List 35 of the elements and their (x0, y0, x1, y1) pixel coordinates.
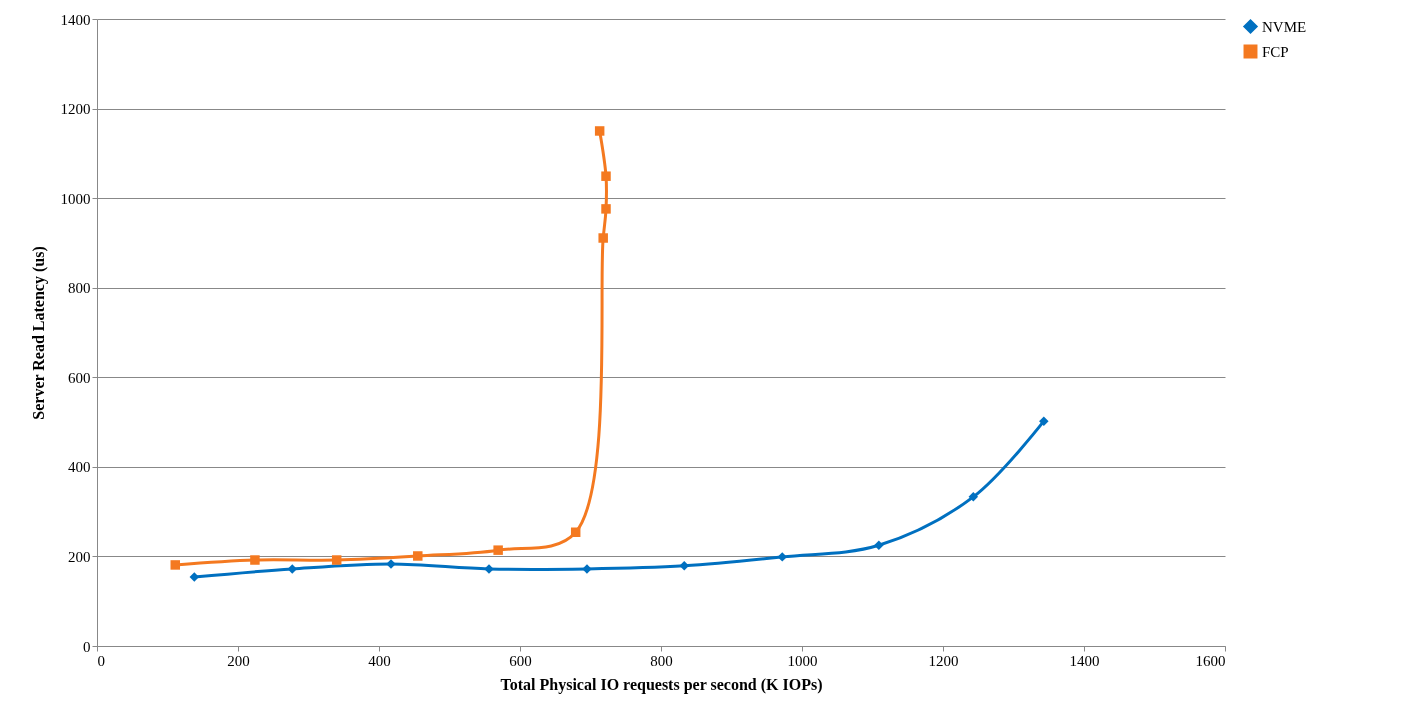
x-tick-label: 800 (650, 652, 673, 669)
point (601, 171, 611, 181)
point (331, 555, 342, 565)
x-tick-label: 1200 (928, 652, 959, 669)
point (968, 492, 979, 502)
y-axis-title: Server Read Latency (us) (29, 246, 48, 420)
x-tick-label: 200 (227, 652, 250, 669)
y-tick-label: 400 (68, 459, 91, 476)
point (601, 204, 611, 214)
point (413, 551, 423, 561)
y-tick-label: 600 (68, 369, 91, 386)
y-tick-label: 1400 (60, 11, 91, 28)
point (777, 552, 787, 562)
x-tick-label: 0 (97, 652, 105, 669)
point (1039, 416, 1049, 426)
x-axis-title: Total Physical IO requests per second (K IOPs) (500, 675, 823, 694)
point (598, 233, 608, 243)
point (874, 540, 884, 550)
point (493, 545, 503, 555)
point (250, 555, 260, 565)
point (570, 527, 581, 537)
y-tick-label: 1200 (60, 101, 91, 118)
y-tick-label: 200 (68, 548, 91, 565)
y-tick-label: 1000 (60, 190, 91, 207)
x-tick-label: 1000 (787, 652, 818, 669)
x-tick-label: 1400 (1069, 652, 1100, 669)
point (594, 126, 605, 136)
x-tick-label: 600 (509, 652, 532, 669)
y-tick-label: 800 (68, 280, 91, 297)
x-tick-label: 1600 (1195, 652, 1226, 669)
legend-label: NVME (1262, 18, 1307, 35)
x-tick-label: 400 (368, 652, 391, 669)
point (170, 560, 180, 570)
y-tick-label: 0 (83, 638, 91, 655)
legend-label: FCP (1262, 43, 1289, 60)
